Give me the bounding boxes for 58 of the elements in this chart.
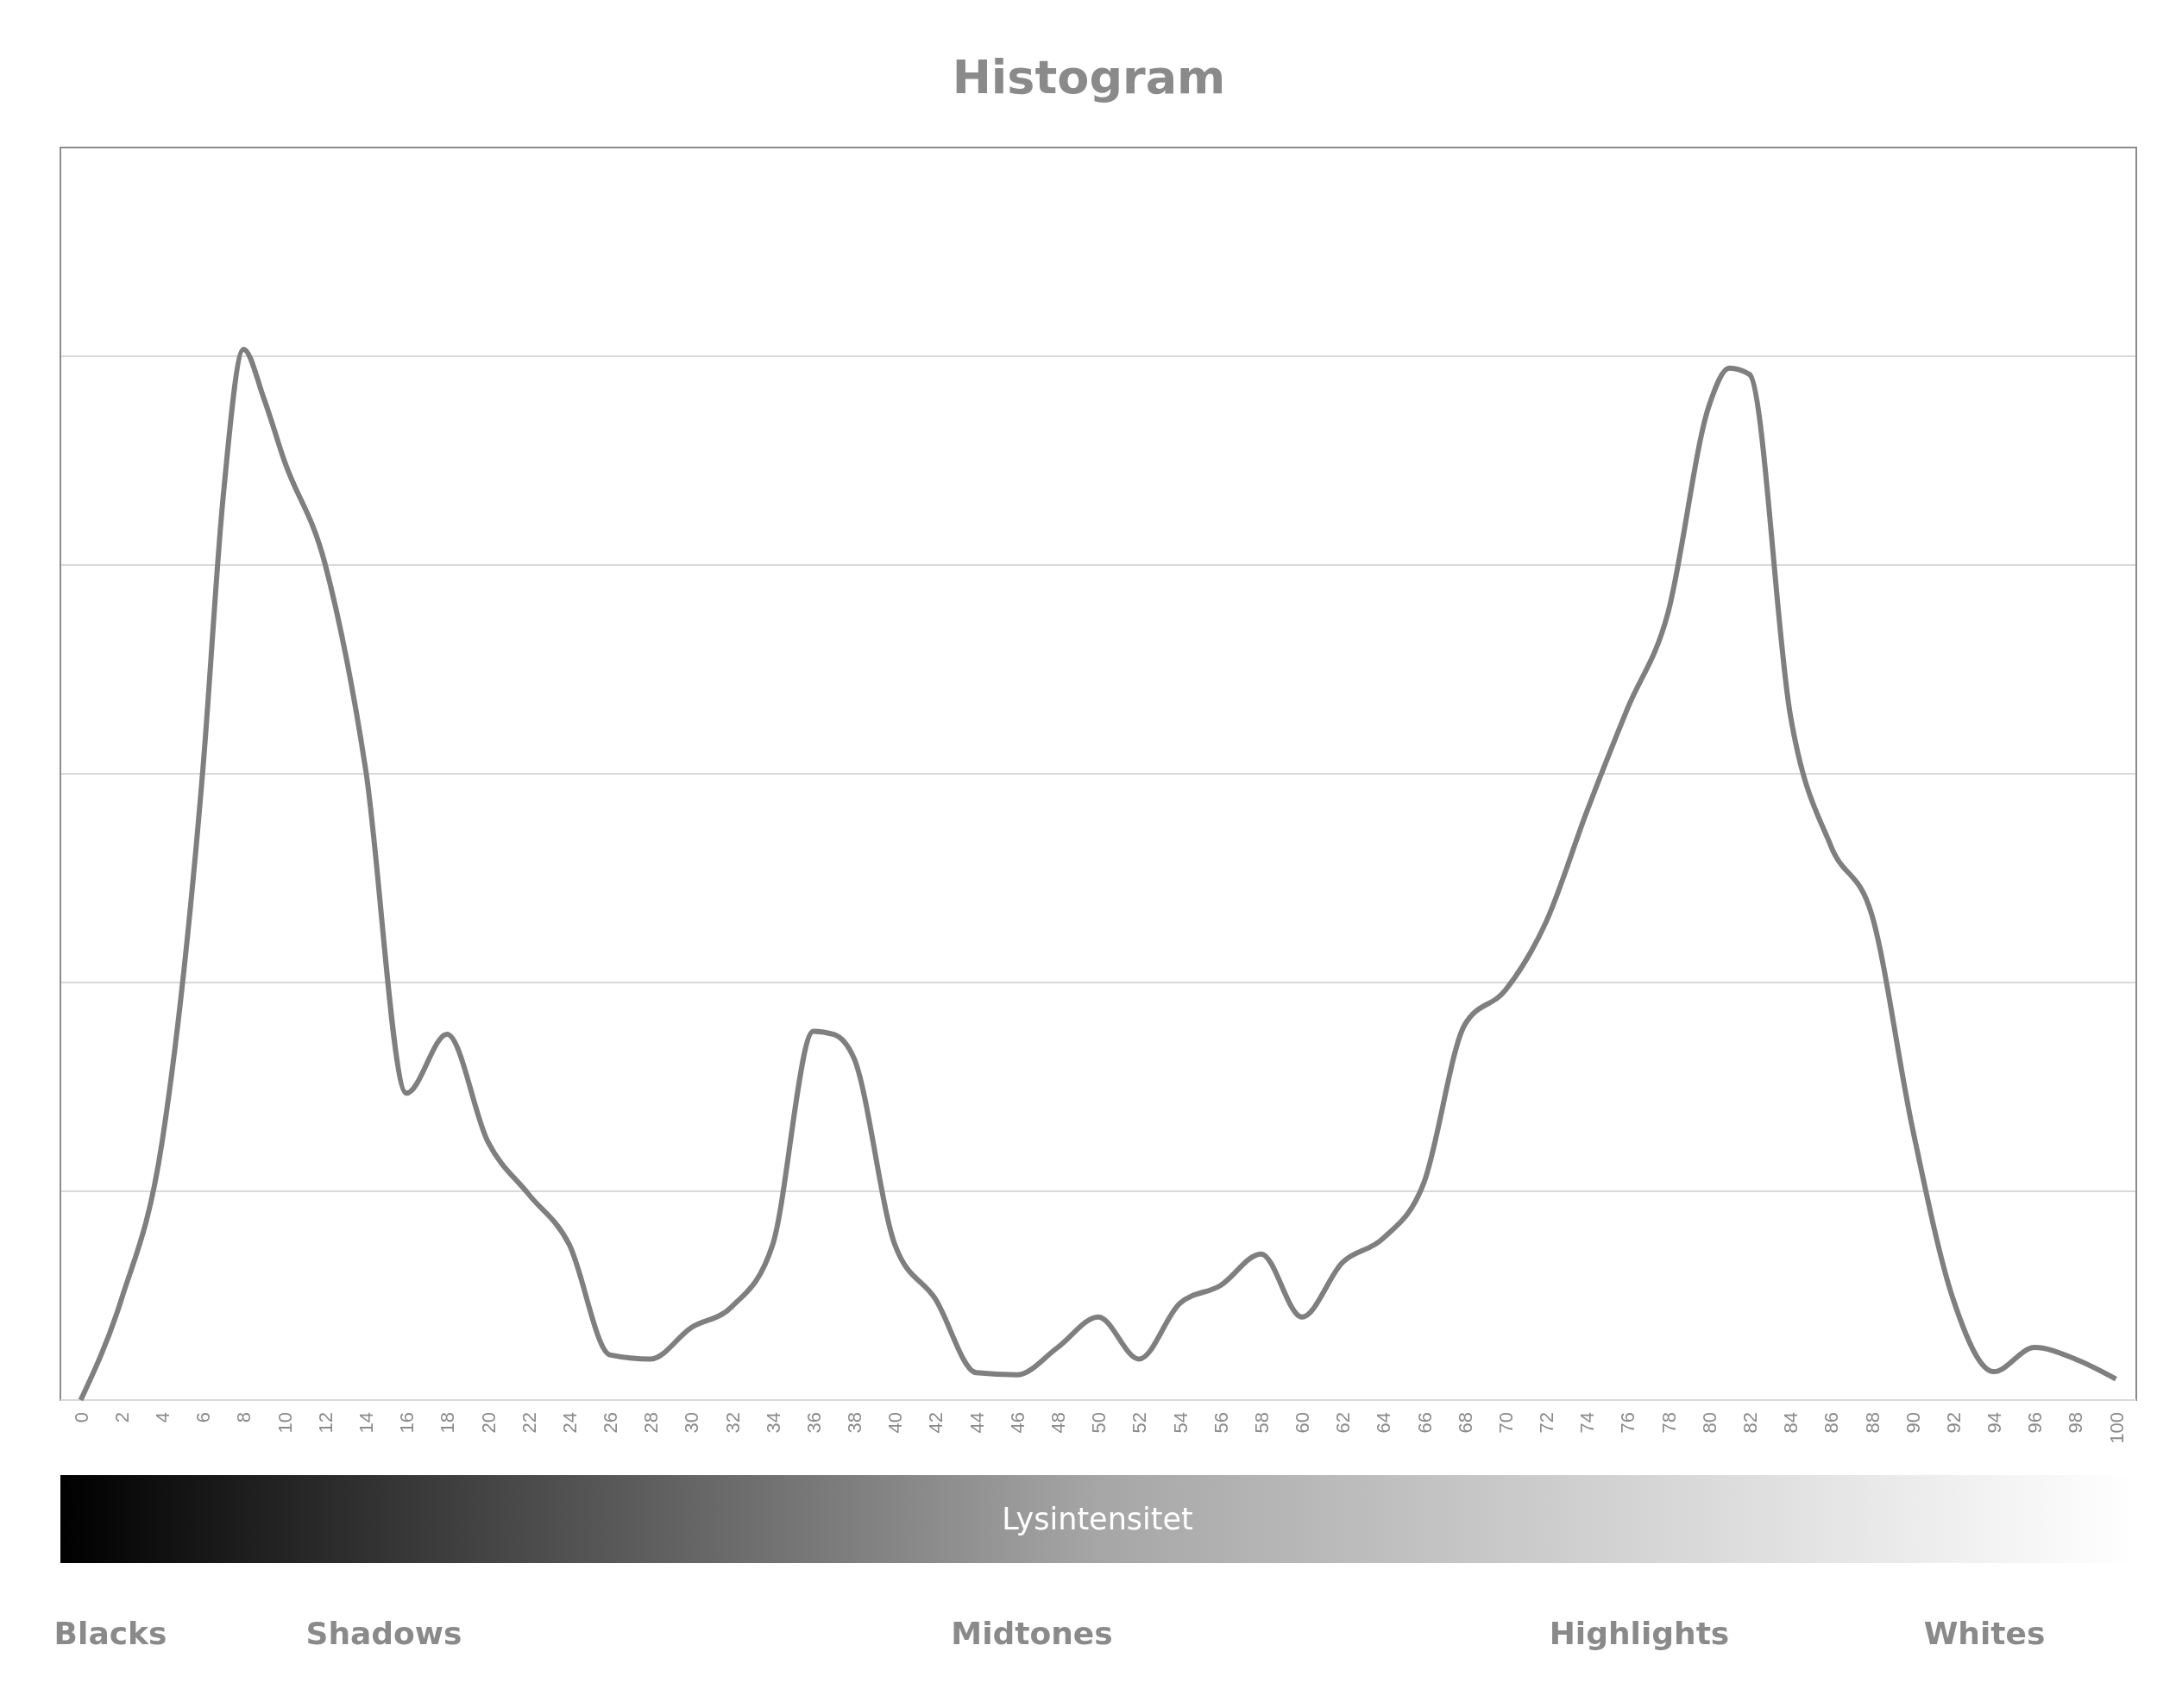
x-tick-label: 28: [640, 1412, 663, 1434]
x-tick-label: 8: [233, 1412, 255, 1423]
x-tick-label: 38: [844, 1412, 866, 1434]
text: Midtones: [951, 1616, 1113, 1651]
x-tick-label: 50: [1088, 1412, 1110, 1434]
x-tick-label: 44: [965, 1412, 988, 1434]
x-tick-label: 54: [1169, 1412, 1192, 1434]
text: Highlights: [1549, 1616, 1730, 1651]
x-tick-label: 40: [884, 1412, 907, 1434]
x-axis-title: Lysintensitet: [1002, 1502, 1193, 1536]
text: Whites: [1923, 1616, 2046, 1651]
x-tick-label: 90: [1902, 1412, 1924, 1434]
x-tick-label: 12: [314, 1412, 336, 1434]
x-tick-label: 82: [1739, 1412, 1762, 1434]
x-tick-label: 84: [1780, 1412, 1802, 1434]
text: Blacks: [53, 1616, 167, 1651]
chart-title: Histogram: [952, 50, 1226, 104]
x-tick-label: 86: [1821, 1412, 1843, 1434]
x-tick-label: 70: [1494, 1412, 1517, 1434]
x-tick-label: 52: [1129, 1412, 1151, 1434]
x-tick-label: 80: [1698, 1412, 1720, 1434]
x-tick-label: 18: [437, 1412, 459, 1434]
x-tick-label: 66: [1413, 1412, 1436, 1434]
x-tick-label: 58: [1250, 1412, 1273, 1434]
x-tick-label: 6: [192, 1412, 215, 1423]
x-tick-label: 100: [2105, 1412, 2128, 1444]
x-tick-label: 46: [1006, 1412, 1028, 1434]
x-tick-label: 42: [925, 1412, 947, 1434]
x-tick-label: 0: [70, 1412, 92, 1423]
x-tick-label: 36: [802, 1412, 825, 1434]
x-tick-label: 26: [600, 1412, 622, 1434]
x-tick-label: 74: [1576, 1412, 1599, 1434]
x-tick-label: 48: [1047, 1412, 1070, 1434]
x-tick-label: 16: [396, 1412, 418, 1434]
x-tick-label: 22: [518, 1412, 540, 1434]
x-tick-label: 76: [1617, 1412, 1639, 1434]
x-tick-label: 64: [1373, 1412, 1395, 1434]
x-tick-label: 2: [110, 1412, 133, 1423]
x-tick-label: 24: [558, 1412, 581, 1434]
x-tick-label: 98: [2065, 1412, 2087, 1434]
x-tick-label: 94: [1984, 1412, 2006, 1434]
x-tick-label: 10: [274, 1412, 296, 1434]
x-tick-label: 30: [681, 1412, 703, 1434]
x-tick-label: 34: [762, 1412, 784, 1434]
x-tick-label: 32: [721, 1412, 744, 1434]
x-tick-label: 78: [1657, 1412, 1680, 1434]
x-tick-label: 56: [1210, 1412, 1232, 1434]
x-tick-label: 68: [1454, 1412, 1476, 1434]
x-tick-label: 60: [1292, 1412, 1314, 1434]
x-tick-label: 4: [152, 1412, 174, 1423]
x-tick-label: 20: [477, 1412, 500, 1434]
x-tick-label: 88: [1861, 1412, 1883, 1434]
x-tick-label: 14: [355, 1412, 378, 1434]
x-tick-label: 96: [2024, 1412, 2047, 1434]
x-tick-label: 72: [1536, 1412, 1558, 1434]
text: Shadows: [305, 1616, 462, 1651]
x-tick-label: 62: [1332, 1412, 1355, 1434]
x-tick-label: 92: [1942, 1412, 1965, 1434]
